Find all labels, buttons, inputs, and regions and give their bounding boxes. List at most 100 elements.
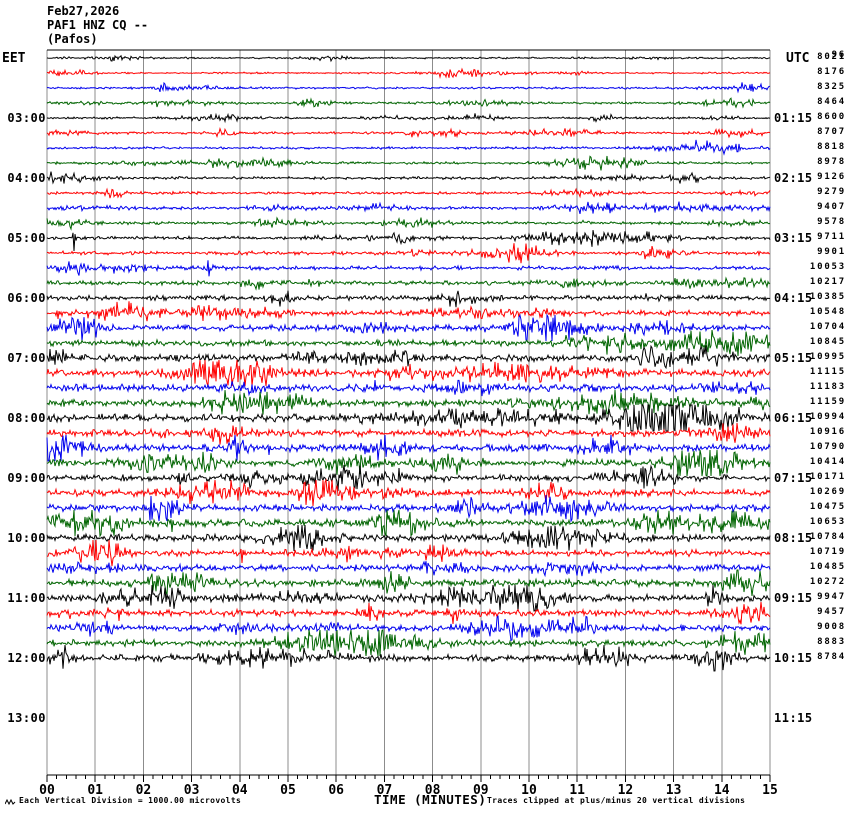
dc-offset-value: 8176 [817, 67, 846, 77]
seismic-trace-row [46, 171, 771, 185]
scale-note: Each Vertical Division = 1000.00 microvo… [19, 796, 242, 805]
eet-time-label: 07:00 [7, 351, 46, 365]
x-axis-tick-label: 01 [87, 783, 104, 798]
x-axis-tick-label: 12 [617, 783, 634, 798]
dc-offset-value: 8883 [817, 637, 846, 647]
dc-offset-value: 10548 [809, 307, 846, 317]
seismic-trace-row [46, 539, 771, 567]
dc-offset-value: 10475 [809, 502, 846, 512]
dc-offset-value: 8784 [817, 652, 846, 662]
eet-time-label: 04:00 [7, 171, 46, 185]
seismic-trace-row [46, 187, 771, 199]
utc-time-label: 06:15 [774, 411, 813, 425]
dc-offset-value: 10171 [809, 472, 846, 482]
x-axis-tick-label: 10 [521, 783, 537, 798]
eet-time-label: 08:00 [7, 411, 46, 425]
clip-note: Traces clipped at plus/minus 20 vertical… [487, 796, 746, 805]
x-axis-tick-label: 15 [762, 783, 778, 798]
seismic-trace-row [46, 155, 771, 171]
eet-time-label: 11:00 [7, 591, 46, 605]
x-axis-tick-label: 06 [328, 783, 345, 798]
dc-offset-value: 8600 [817, 112, 846, 122]
dc-offset-value: 8021 [817, 52, 846, 62]
utc-time-label: 04:15 [774, 291, 813, 305]
seismic-trace-row [46, 313, 771, 343]
x-axis-tick-label: 00 [39, 783, 55, 798]
x-axis-tick-label: 11 [569, 783, 586, 798]
seismic-trace-row [46, 359, 771, 387]
seismic-trace-row [46, 615, 771, 642]
title-date: Feb27,2026 [47, 4, 120, 18]
eet-time-label: 12:00 [7, 651, 46, 665]
seismic-trace-row [46, 81, 771, 94]
dc-offset-value: 10053 [809, 262, 846, 272]
seismic-trace-row [46, 139, 771, 156]
dc-offset-value: 10790 [809, 442, 846, 452]
dc-offset-value: 8707 [817, 127, 846, 137]
dc-offset-value: 10485 [809, 562, 846, 572]
dc-offset-value: 9279 [817, 187, 846, 197]
dc-offset-value: 9407 [817, 202, 846, 212]
dc-offset-value: 10272 [809, 577, 846, 587]
eet-time-label: 03:00 [7, 111, 46, 125]
seismic-trace-row [46, 644, 771, 672]
dc-offset-value: 8978 [817, 157, 846, 167]
x-axis-tick-label: 02 [135, 783, 152, 798]
seismic-trace-row [46, 201, 771, 215]
title-block: Feb27,2026 PAF1 HNZ CQ -- (Pafos) [47, 4, 148, 46]
left-axis-header: EET [2, 51, 26, 66]
utc-time-label: 03:15 [774, 231, 813, 245]
dc-offset-value: 11183 [809, 382, 846, 392]
seismic-trace-row [46, 329, 771, 357]
utc-time-label: 08:15 [774, 531, 813, 545]
utc-time-label: 11:15 [774, 711, 813, 725]
eet-time-label: 10:00 [7, 531, 46, 545]
seismic-trace-row [46, 126, 771, 139]
dc-offset-value: 10994 [809, 412, 846, 422]
utc-time-label: 05:15 [774, 351, 813, 365]
eet-time-label: 05:00 [7, 231, 46, 245]
seismic-trace-row [46, 434, 771, 462]
eet-time-label: 09:00 [7, 471, 46, 485]
dc-offset-value: 8818 [817, 142, 846, 152]
seismic-trace-row [46, 404, 771, 432]
seismic-trace-row [46, 276, 771, 291]
dc-offset-value: 9901 [817, 247, 846, 257]
dc-offset-value: 10269 [809, 487, 846, 497]
x-axis-tick-label: 07 [376, 783, 393, 798]
x-axis-tick-label: 05 [280, 783, 296, 798]
seismic-trace-row [46, 569, 771, 597]
seismic-trace-row [46, 509, 771, 538]
seismic-trace-row [46, 494, 771, 523]
seismic-trace-row [46, 112, 771, 124]
x-axis-tick-label: 03 [183, 783, 200, 798]
seismic-trace-row [46, 67, 771, 79]
x-axis-tick-label: 13 [665, 783, 682, 798]
seismic-trace-row [46, 601, 771, 625]
utc-time-label: 09:15 [774, 591, 813, 605]
title-location: (Pafos) [47, 32, 98, 46]
seismic-trace-row [46, 344, 771, 370]
seismic-trace-row [46, 389, 771, 415]
dc-offset-value: 9947 [817, 592, 846, 602]
dc-offset-value: 9711 [817, 232, 846, 242]
seismic-trace-row [46, 260, 771, 277]
dc-offset-value: 9457 [817, 607, 846, 617]
dc-offset-value: 11115 [809, 367, 846, 377]
dc-offset-value: 9126 [817, 172, 846, 182]
microvolt-scale-glyph [5, 798, 16, 806]
seismic-trace-row [46, 301, 771, 322]
dc-offset-value: 10217 [809, 277, 846, 287]
seismic-trace-row [46, 464, 771, 492]
seismic-trace-row [46, 216, 771, 231]
dc-offset-value: 10916 [809, 427, 846, 437]
dc-offset-value: 8325 [817, 82, 846, 92]
dc-offset-value: 10995 [809, 352, 846, 362]
x-axis-tick-label: 04 [231, 783, 248, 798]
dc-offset-value: 9578 [817, 217, 846, 227]
seismic-trace-row [46, 230, 771, 252]
x-axis-tick-label: 08 [424, 783, 441, 798]
utc-time-label: 01:15 [774, 111, 813, 125]
